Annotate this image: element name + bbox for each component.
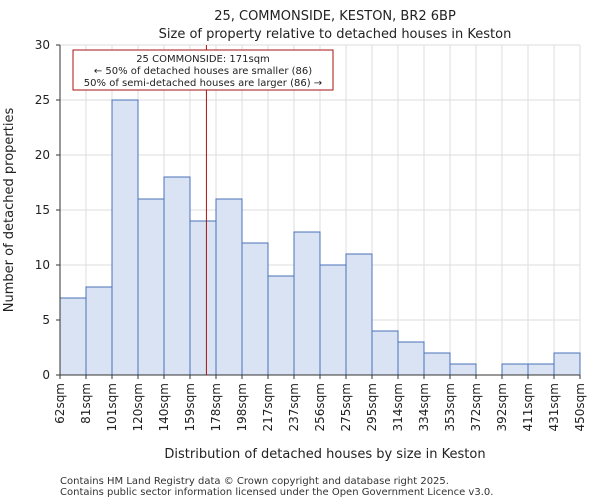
- footer-line-1: Contains HM Land Registry data © Crown c…: [60, 476, 449, 487]
- bar-101sqm: [111, 99, 139, 376]
- bars: [59, 99, 581, 376]
- marker-group: 25 COMMONSIDE: 171sqm← 50% of detached h…: [72, 45, 334, 375]
- y-tick-label: 20: [35, 148, 50, 162]
- x-tick-label: 353sqm: [443, 383, 457, 431]
- x-tick-label: 372sqm: [469, 383, 483, 431]
- x-tick-label: 62sqm: [53, 383, 67, 424]
- bar-198sqm: [241, 242, 269, 376]
- x-tick-labels: 62sqm 81sqm 101sqm 120sqm 140sqm 159sqm 178sqm…: [53, 375, 587, 431]
- x-tick-label: 295sqm: [365, 383, 379, 431]
- x-axis-label: Distribution of detached houses by size …: [164, 447, 485, 462]
- x-tick-label: 334sqm: [417, 383, 431, 431]
- x-tick-label: 237sqm: [287, 383, 301, 431]
- bar-120sqm: [137, 198, 165, 376]
- bar-295sqm: [371, 330, 399, 376]
- bar-237sqm: [293, 231, 321, 376]
- y-tick-label: 10: [35, 258, 50, 272]
- x-tick-label: 411sqm: [521, 383, 535, 431]
- footer-line-2: Contains public sector information licen…: [60, 487, 493, 498]
- y-axis-label: Number of detached properties: [2, 108, 17, 313]
- x-tick-label: 275sqm: [339, 383, 353, 431]
- bar-140sqm: [163, 176, 191, 376]
- x-tick-label: 101sqm: [105, 383, 119, 431]
- bar-81sqm: [85, 286, 113, 376]
- bar-411sqm: [527, 363, 555, 376]
- x-tick-label: 431sqm: [547, 383, 561, 431]
- annotation-line-1: 25 COMMONSIDE: 171sqm: [136, 54, 270, 65]
- x-tick-label: 120sqm: [131, 383, 145, 431]
- y-tick-label: 15: [35, 203, 50, 217]
- y-tick-label: 30: [35, 38, 50, 52]
- annotation-line-2: ← 50% of detached houses are smaller (86…: [94, 66, 312, 77]
- bar-217sqm: [267, 275, 295, 376]
- x-tick-label: 178sqm: [209, 383, 223, 431]
- y-tick-labels: 0 5 10 15 20 25 30: [35, 38, 60, 382]
- x-tick-label: 81sqm: [79, 383, 93, 424]
- x-tick-label: 314sqm: [391, 383, 405, 431]
- chart-subtitle: Size of property relative to detached ho…: [159, 27, 512, 42]
- y-tick-label: 5: [42, 313, 50, 327]
- bar-392sqm: [501, 363, 529, 376]
- chart-title: 25, COMMONSIDE, KESTON, BR2 6BP: [214, 9, 456, 24]
- x-tick-label: 217sqm: [261, 383, 275, 431]
- x-tick-label: 198sqm: [235, 383, 249, 431]
- y-tick-label: 25: [35, 93, 50, 107]
- bar-353sqm: [449, 363, 477, 376]
- bar-178sqm: [215, 198, 243, 376]
- annotation-box: [72, 49, 334, 91]
- x-tick-label: 450sqm: [573, 383, 587, 431]
- x-tick-label: 392sqm: [495, 383, 509, 431]
- bar-62sqm: [59, 297, 87, 376]
- x-tick-label: 256sqm: [313, 383, 327, 431]
- annotation-line-3: 50% of semi-detached houses are larger (…: [84, 78, 322, 89]
- bar-159sqm: [189, 220, 217, 376]
- x-tick-label: 140sqm: [157, 383, 171, 431]
- bar-334sqm: [423, 352, 451, 376]
- bar-431sqm: [553, 352, 581, 376]
- bar-256sqm: [319, 264, 347, 376]
- bar-275sqm: [345, 253, 373, 376]
- y-tick-label: 0: [42, 368, 50, 382]
- bar-314sqm: [397, 341, 425, 376]
- x-tick-label: 159sqm: [183, 383, 197, 431]
